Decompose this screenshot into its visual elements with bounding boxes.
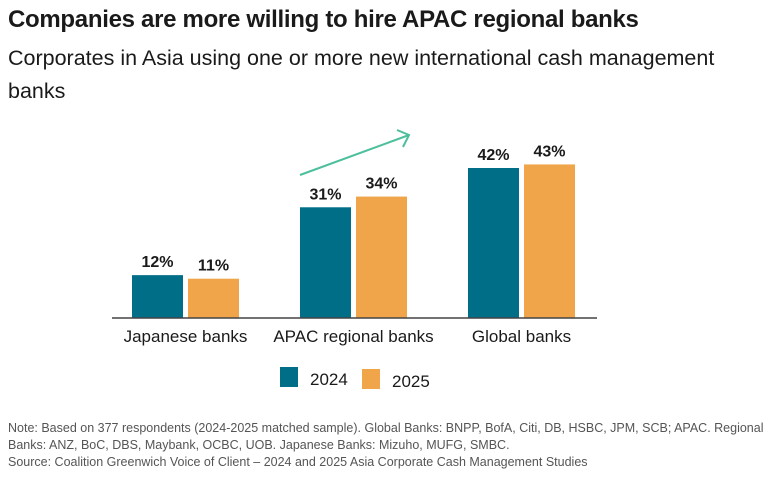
bar-2025-2: [524, 164, 575, 318]
category-label: APAC regional banks: [273, 327, 433, 346]
legend-swatch-2025: [362, 369, 380, 389]
data-label: 34%: [365, 176, 397, 193]
trend-arrowhead-icon: [396, 129, 411, 148]
bar-2025-0: [188, 278, 239, 318]
source-text: Source: Coalition Greenwich Voice of Cli…: [8, 455, 588, 469]
bar-2024-2: [468, 168, 519, 318]
data-label: 31%: [309, 186, 341, 203]
note-text: Note: Based on 377 respondents (2024-202…: [8, 421, 764, 452]
chart-subtitle: Corporates in Asia using one or more new…: [8, 46, 715, 103]
bar-2024-0: [132, 275, 183, 318]
trend-arrow-icon: [299, 134, 410, 176]
category-label: Japanese banks: [124, 327, 248, 346]
data-label: 43%: [533, 143, 565, 160]
bar-2025-1: [356, 196, 407, 318]
data-label: 11%: [198, 258, 229, 275]
bar-2024-1: [300, 207, 351, 318]
chart-title: Companies are more willing to hire APAC …: [8, 6, 639, 33]
data-label: 42%: [477, 147, 509, 164]
bar-chart: 12% 11% Japanese banks 31% 34% APAC regional …: [112, 129, 597, 391]
footnote: Note: Based on 377 respondents (2024-202…: [8, 420, 783, 471]
data-label: 12%: [141, 254, 173, 271]
category-label: Global banks: [472, 327, 571, 346]
legend-swatch-2024: [280, 367, 298, 387]
legend-label-2024: 2024: [310, 370, 348, 389]
legend-label-2025: 2025: [392, 372, 430, 391]
